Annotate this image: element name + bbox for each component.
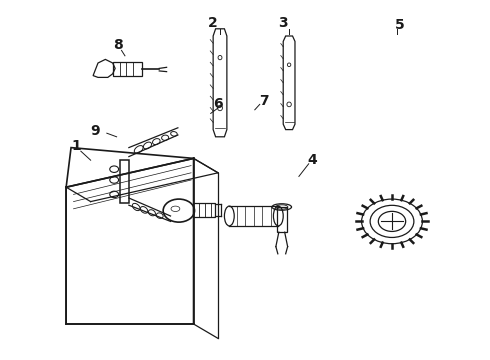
Bar <box>277 207 287 232</box>
Bar <box>120 160 129 203</box>
Text: 1: 1 <box>71 139 81 153</box>
Text: 8: 8 <box>113 38 122 52</box>
Text: 9: 9 <box>91 125 100 138</box>
Bar <box>113 62 142 76</box>
Text: 4: 4 <box>308 153 318 167</box>
Bar <box>193 203 215 217</box>
Text: 2: 2 <box>208 17 218 30</box>
Text: 6: 6 <box>213 98 223 111</box>
Text: 7: 7 <box>259 94 269 108</box>
Text: 5: 5 <box>394 18 404 32</box>
Text: 3: 3 <box>278 17 288 30</box>
